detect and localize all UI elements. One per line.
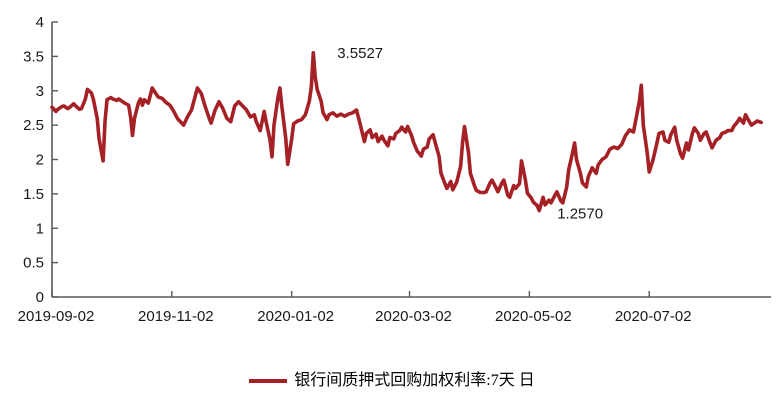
legend: 银行间质押式回购加权利率:7天 日 <box>0 370 784 392</box>
line-chart-canvas: 0 0.5 1 1.5 2 2.5 3 3.5 4 2019-09-02 2019-11-02 202… <box>18 14 771 325</box>
x-axis-label: 2020-03-02 <box>375 308 452 325</box>
legend-line-swatch <box>249 379 288 383</box>
point-annotation: 1.2570 <box>557 206 603 223</box>
y-axis-label: 3.5 <box>23 48 44 65</box>
series-line <box>50 50 764 213</box>
x-axis-label: 2020-05-02 <box>495 308 572 325</box>
x-axis-label: 2019-09-02 <box>18 308 95 325</box>
y-axis-label: 2.5 <box>23 117 44 134</box>
y-axis-label: 1 <box>36 220 44 237</box>
y-axis-label: 0 <box>36 289 44 306</box>
y-axis-label: 0.5 <box>23 255 44 272</box>
y-axis-label: 2 <box>36 152 44 169</box>
point-annotation: 3.5527 <box>337 45 383 62</box>
y-axis-label: 3 <box>36 83 44 100</box>
x-axis-label: 2020-01-02 <box>257 308 334 325</box>
x-axis-label: 2020-07-02 <box>615 308 692 325</box>
x-axis-label: 2019-11-02 <box>138 308 214 325</box>
y-axis-label: 4 <box>36 14 44 31</box>
legend-series-label: 银行间质押式回购加权利率:7天 日 <box>294 372 535 389</box>
y-axis-label: 1.5 <box>23 186 44 203</box>
